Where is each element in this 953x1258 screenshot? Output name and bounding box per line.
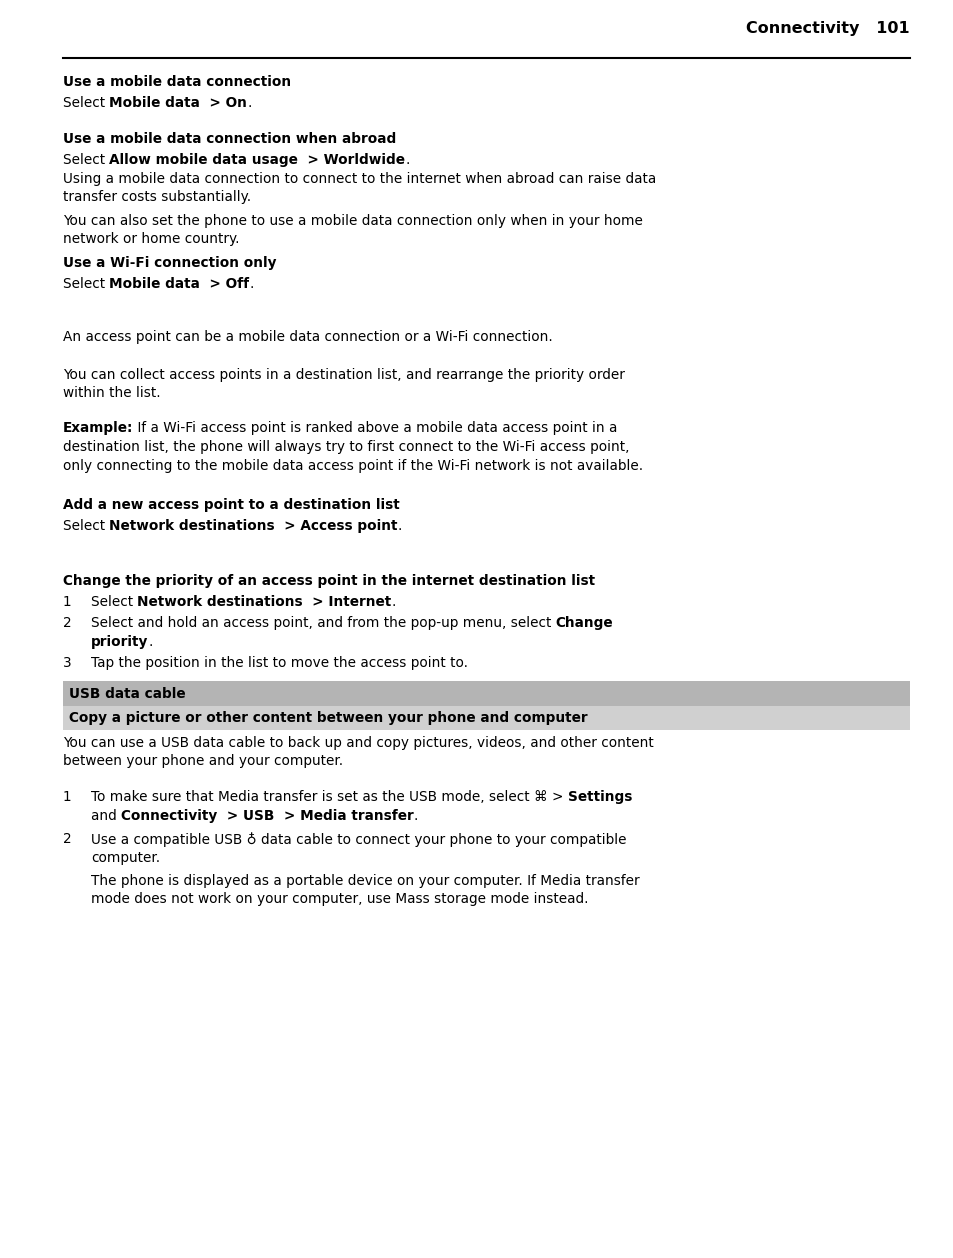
Text: .: . bbox=[405, 153, 410, 167]
Text: priority: priority bbox=[91, 635, 149, 649]
Text: Select: Select bbox=[91, 595, 137, 609]
Text: If a Wi-Fi access point is ranked above a mobile data access point in a: If a Wi-Fi access point is ranked above … bbox=[133, 421, 618, 435]
Text: computer.: computer. bbox=[91, 850, 160, 866]
Text: Network destinations  > Internet: Network destinations > Internet bbox=[137, 595, 392, 609]
Text: Mobile data  > On: Mobile data > On bbox=[110, 96, 247, 109]
Bar bbox=[63, 706, 909, 730]
Text: .: . bbox=[397, 520, 402, 533]
Text: Use a Wi-Fi connection only: Use a Wi-Fi connection only bbox=[63, 255, 276, 270]
Text: 3: 3 bbox=[63, 655, 71, 671]
Text: destination list, the phone will always try to first connect to the Wi-Fi access: destination list, the phone will always … bbox=[63, 440, 629, 454]
Text: .: . bbox=[149, 635, 152, 649]
Text: USB data cable: USB data cable bbox=[69, 687, 186, 701]
Text: Select: Select bbox=[63, 153, 110, 167]
Text: 1: 1 bbox=[63, 595, 71, 609]
Text: Allow mobile data usage  > Worldwide: Allow mobile data usage > Worldwide bbox=[110, 153, 405, 167]
Text: Use a compatible USB ♁ data cable to connect your phone to your compatible: Use a compatible USB ♁ data cable to con… bbox=[91, 832, 626, 847]
Text: Example:: Example: bbox=[63, 421, 133, 435]
Text: .: . bbox=[250, 277, 253, 291]
Text: Select: Select bbox=[63, 520, 110, 533]
Text: Change: Change bbox=[556, 616, 613, 630]
Text: Tap the position in the list to move the access point to.: Tap the position in the list to move the… bbox=[91, 655, 468, 671]
Text: .: . bbox=[414, 809, 417, 823]
Text: Using a mobile data connection to connect to the internet when abroad can raise : Using a mobile data connection to connec… bbox=[63, 172, 656, 204]
Text: Connectivity  > USB  > Media transfer: Connectivity > USB > Media transfer bbox=[121, 809, 414, 823]
Text: To make sure that Media transfer is set as the USB mode, select ⌘ >: To make sure that Media transfer is set … bbox=[91, 790, 567, 804]
Text: Use a mobile data connection: Use a mobile data connection bbox=[63, 75, 291, 89]
Text: You can also set the phone to use a mobile data connection only when in your hom: You can also set the phone to use a mobi… bbox=[63, 214, 642, 247]
Text: Select and hold an access point, and from the pop-up menu, select: Select and hold an access point, and fro… bbox=[91, 616, 556, 630]
Text: Network destinations  > Access point: Network destinations > Access point bbox=[110, 520, 397, 533]
Text: An access point can be a mobile data connection or a Wi-Fi connection.: An access point can be a mobile data con… bbox=[63, 330, 552, 343]
Text: Connectivity   101: Connectivity 101 bbox=[745, 21, 909, 36]
Bar bbox=[63, 681, 909, 706]
Text: You can use a USB data cable to back up and copy pictures, videos, and other con: You can use a USB data cable to back up … bbox=[63, 736, 653, 769]
Text: Mobile data  > Off: Mobile data > Off bbox=[110, 277, 250, 291]
Text: Use a mobile data connection when abroad: Use a mobile data connection when abroad bbox=[63, 132, 395, 146]
Text: You can collect access points in a destination list, and rearrange the priority : You can collect access points in a desti… bbox=[63, 369, 624, 400]
Text: The phone is displayed as a portable device on your computer. If Media transfer
: The phone is displayed as a portable dev… bbox=[91, 874, 639, 907]
Text: 2: 2 bbox=[63, 832, 71, 845]
Text: Copy a picture or other content between your phone and computer: Copy a picture or other content between … bbox=[69, 711, 587, 725]
Text: Select: Select bbox=[63, 96, 110, 109]
Text: 2: 2 bbox=[63, 616, 71, 630]
Text: Change the priority of an access point in the internet destination list: Change the priority of an access point i… bbox=[63, 574, 595, 587]
Text: .: . bbox=[392, 595, 395, 609]
Text: Settings: Settings bbox=[567, 790, 632, 804]
Text: 1: 1 bbox=[63, 790, 71, 804]
Text: only connecting to the mobile data access point if the Wi-Fi network is not avai: only connecting to the mobile data acces… bbox=[63, 459, 642, 473]
Text: Select: Select bbox=[63, 277, 110, 291]
Text: .: . bbox=[247, 96, 252, 109]
Text: and: and bbox=[91, 809, 121, 823]
Text: Add a new access point to a destination list: Add a new access point to a destination … bbox=[63, 498, 399, 512]
